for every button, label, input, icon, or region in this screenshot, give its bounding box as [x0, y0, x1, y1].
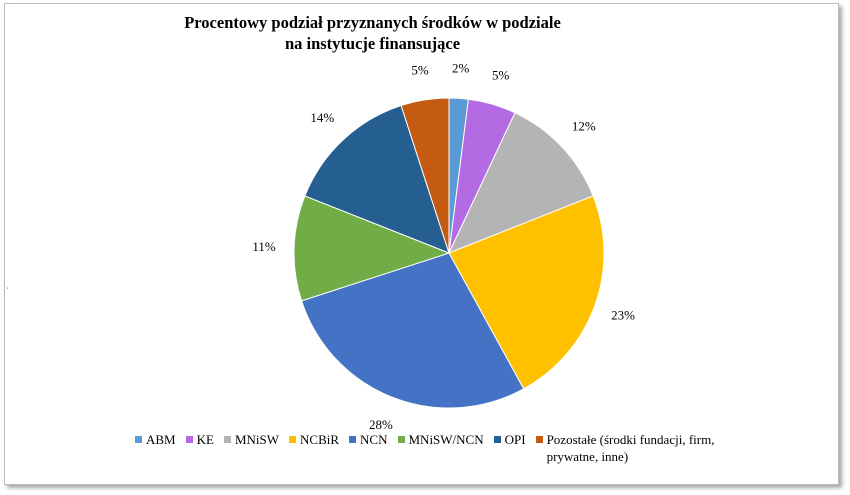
legend-label: ABM: [146, 432, 176, 447]
legend-label: MNiSW/NCN: [408, 432, 484, 447]
legend-item: OPI: [493, 431, 526, 448]
chart-legend: ABM KE MNiSW NCBiR NCN MNiSW/NCN OPI Pozostałe …: [135, 431, 727, 465]
legend-item: KE: [185, 431, 214, 448]
legend-label: OPI: [504, 432, 526, 447]
legend-swatch: [535, 436, 543, 443]
legend-swatch: [223, 436, 231, 443]
legend-label: KE: [196, 432, 214, 447]
legend-item: MNiSW/NCN: [397, 431, 484, 448]
data-label: 28%: [369, 417, 393, 432]
data-label: 2%: [452, 60, 470, 75]
legend-label: Pozostałe (środki fundacji, firm, prywat…: [546, 432, 715, 464]
data-label: 14%: [310, 110, 334, 125]
legend-label: NCN: [360, 432, 388, 447]
data-label: 5%: [411, 62, 429, 77]
chart-title: Procentowy podział przyznanych środków w…: [0, 12, 745, 54]
legend-swatch: [493, 436, 501, 443]
pie-slice-ncn: [300, 252, 525, 409]
chart-title-line-1: Procentowy podział przyznanych środków w…: [184, 13, 561, 32]
pie-slice-mnisw: [448, 112, 594, 254]
legend-swatch: [135, 436, 142, 443]
legend-swatch: [289, 436, 297, 443]
legend-swatch: [397, 436, 405, 443]
legend-item: Pozostałe (środki fundacji, firm, prywat…: [535, 431, 717, 465]
data-label: 5%: [492, 67, 510, 82]
legend-item: ABM: [135, 431, 176, 448]
data-label: 23%: [611, 308, 635, 323]
legend-label: NCBiR: [300, 432, 340, 447]
legend-item: MNiSW: [223, 431, 280, 448]
pie-slice-ncbir: [448, 195, 605, 390]
data-label: 11%: [252, 239, 276, 254]
chart-title-line-2: na instytucje finansujące: [284, 34, 461, 53]
data-label: 12%: [572, 118, 596, 133]
pie-slice-pozosta-e: [400, 97, 450, 254]
legend-swatch: [185, 436, 193, 443]
legend-item: NCN: [349, 431, 388, 448]
pie-slice-mnisw-ncn: [293, 195, 451, 302]
stray-mark: ˙: [6, 286, 9, 295]
legend-label: MNiSW: [234, 432, 280, 447]
legend-swatch: [349, 436, 357, 443]
legend-item: NCBiR: [289, 431, 339, 448]
